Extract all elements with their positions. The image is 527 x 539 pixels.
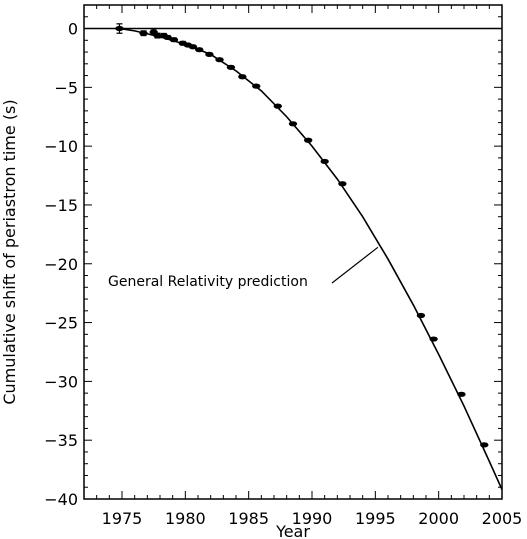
y-tick-label: −10	[44, 137, 78, 156]
data-point	[215, 57, 224, 63]
y-tick-label: −25	[44, 314, 78, 333]
y-tick-label: 0	[68, 20, 78, 39]
data-point	[153, 32, 162, 39]
data-point	[195, 47, 204, 53]
x-tick-label: 1995	[355, 509, 396, 528]
data-point	[238, 74, 247, 80]
data-point	[304, 137, 313, 143]
x-tick-label: 2005	[482, 509, 523, 528]
y-tick-label: −40	[44, 490, 78, 509]
data-point	[320, 158, 329, 165]
data-point	[115, 25, 124, 32]
x-tick-label: 2000	[418, 509, 459, 528]
y-tick-label: −35	[44, 431, 78, 450]
data-point	[480, 442, 489, 448]
y-tick-label: −20	[44, 255, 78, 274]
y-tick-label: −30	[44, 372, 78, 391]
data-point	[169, 37, 179, 43]
x-axis-label: Year	[275, 522, 310, 539]
x-tick-label: 1985	[228, 509, 269, 528]
data-point	[273, 103, 282, 109]
y-tick-label: −15	[44, 196, 78, 215]
annotation-label: General Relativity prediction	[108, 274, 308, 290]
data-point	[338, 181, 347, 187]
data-point	[416, 312, 426, 319]
annotation-leader-line	[331, 246, 379, 284]
x-tick-label: 1980	[165, 509, 206, 528]
data-point	[205, 51, 214, 58]
plot-frame	[83, 4, 503, 500]
data-point	[288, 121, 298, 127]
data-point	[429, 336, 438, 342]
x-tick-label: 1975	[102, 509, 143, 528]
data-point	[188, 44, 198, 50]
x-tick-label: 1990	[292, 509, 333, 528]
data-point	[457, 391, 466, 397]
y-tick-label: −5	[54, 78, 78, 97]
general-relativity-curve	[119, 27, 503, 490]
data-point	[139, 30, 148, 36]
data-point	[163, 34, 172, 40]
data-point	[252, 83, 261, 89]
data-point	[226, 64, 236, 70]
y-axis-label: Cumulative shift of periastron time (s)	[0, 99, 19, 404]
